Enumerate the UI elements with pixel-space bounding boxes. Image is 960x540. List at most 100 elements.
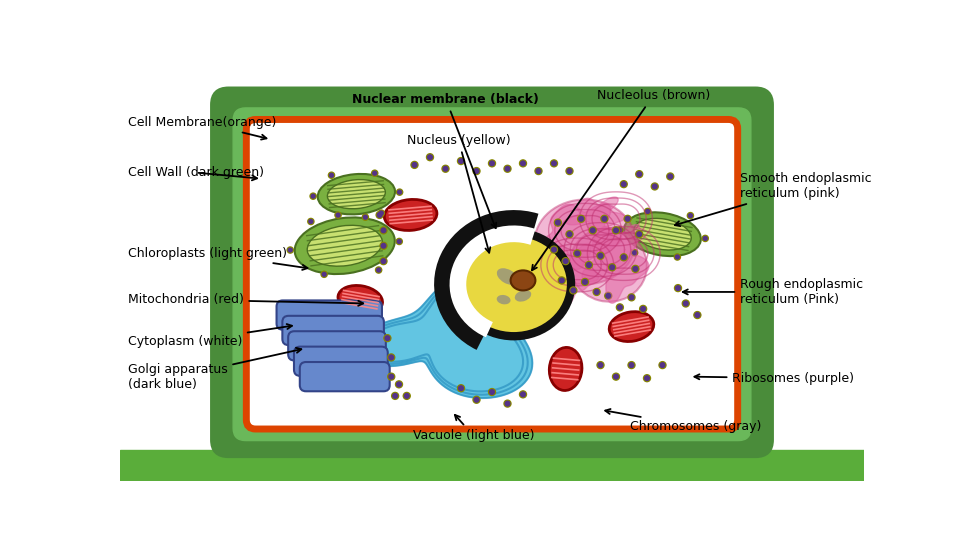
Circle shape xyxy=(504,400,511,407)
Circle shape xyxy=(411,161,418,168)
Circle shape xyxy=(489,160,495,167)
Circle shape xyxy=(606,294,611,298)
Circle shape xyxy=(381,259,386,264)
Circle shape xyxy=(336,213,340,217)
Circle shape xyxy=(321,271,327,278)
Circle shape xyxy=(641,307,645,311)
Text: Ribosomes (purple): Ribosomes (purple) xyxy=(694,372,854,384)
Circle shape xyxy=(550,246,558,253)
Circle shape xyxy=(389,374,394,379)
Circle shape xyxy=(618,228,622,232)
Polygon shape xyxy=(540,204,622,269)
Circle shape xyxy=(537,168,540,173)
Circle shape xyxy=(639,306,647,312)
Circle shape xyxy=(520,161,525,166)
Circle shape xyxy=(597,252,604,259)
Circle shape xyxy=(388,373,395,380)
Text: Chloroplasts (light green): Chloroplasts (light green) xyxy=(128,247,307,270)
Circle shape xyxy=(578,215,585,222)
Circle shape xyxy=(380,227,387,234)
Circle shape xyxy=(687,213,693,219)
Circle shape xyxy=(376,212,383,218)
Circle shape xyxy=(621,182,626,186)
Circle shape xyxy=(704,237,708,240)
Circle shape xyxy=(380,258,387,265)
Circle shape xyxy=(628,362,635,369)
Text: Mitochondria (red): Mitochondria (red) xyxy=(128,293,363,306)
Polygon shape xyxy=(566,197,626,235)
Circle shape xyxy=(702,235,708,241)
Circle shape xyxy=(644,208,651,214)
Circle shape xyxy=(378,210,384,216)
Circle shape xyxy=(629,295,634,300)
Circle shape xyxy=(694,312,701,319)
Circle shape xyxy=(474,168,479,173)
Circle shape xyxy=(598,253,603,258)
Circle shape xyxy=(621,255,626,260)
FancyBboxPatch shape xyxy=(233,108,751,441)
Circle shape xyxy=(458,158,465,165)
Ellipse shape xyxy=(384,199,437,231)
Circle shape xyxy=(586,261,592,268)
Circle shape xyxy=(587,262,591,267)
Circle shape xyxy=(668,174,673,179)
Ellipse shape xyxy=(610,312,654,341)
Text: Nuclear membrane (black): Nuclear membrane (black) xyxy=(352,93,540,228)
Circle shape xyxy=(598,363,603,367)
Circle shape xyxy=(563,258,569,265)
Circle shape xyxy=(328,172,335,178)
Circle shape xyxy=(601,215,608,222)
Circle shape xyxy=(552,161,557,166)
Bar xyxy=(120,450,864,481)
Text: Nucleolus (brown): Nucleolus (brown) xyxy=(532,89,709,271)
Circle shape xyxy=(329,173,333,177)
Circle shape xyxy=(375,267,382,273)
Text: Vacuole (light blue): Vacuole (light blue) xyxy=(413,415,535,442)
Circle shape xyxy=(636,171,643,178)
Circle shape xyxy=(620,254,627,261)
Circle shape xyxy=(550,160,558,167)
Circle shape xyxy=(575,251,580,256)
Polygon shape xyxy=(357,273,533,398)
Circle shape xyxy=(459,159,464,164)
Circle shape xyxy=(473,167,480,174)
Circle shape xyxy=(396,238,402,245)
Circle shape xyxy=(636,231,643,238)
Circle shape xyxy=(594,289,599,294)
Circle shape xyxy=(560,278,564,283)
Circle shape xyxy=(643,375,651,382)
Circle shape xyxy=(612,227,619,234)
Circle shape xyxy=(617,305,622,309)
Circle shape xyxy=(660,363,665,367)
Circle shape xyxy=(403,393,410,400)
Circle shape xyxy=(397,190,401,194)
Ellipse shape xyxy=(307,225,382,266)
Circle shape xyxy=(372,171,376,175)
FancyBboxPatch shape xyxy=(294,347,388,376)
Text: Rough endoplasmic
reticulum (Pink): Rough endoplasmic reticulum (Pink) xyxy=(683,278,863,306)
Circle shape xyxy=(645,376,649,381)
Circle shape xyxy=(676,286,681,291)
Circle shape xyxy=(567,168,572,173)
Circle shape xyxy=(653,184,657,189)
Ellipse shape xyxy=(327,180,385,209)
Circle shape xyxy=(385,336,390,340)
Ellipse shape xyxy=(460,235,568,333)
Circle shape xyxy=(554,219,562,226)
Ellipse shape xyxy=(624,212,701,256)
Circle shape xyxy=(609,264,615,271)
FancyBboxPatch shape xyxy=(288,331,386,361)
Circle shape xyxy=(675,285,682,292)
Circle shape xyxy=(616,304,623,311)
Ellipse shape xyxy=(569,228,647,302)
Circle shape xyxy=(564,259,568,264)
Text: Cell Membrane(orange): Cell Membrane(orange) xyxy=(128,116,276,139)
Circle shape xyxy=(412,163,417,167)
Circle shape xyxy=(384,335,391,342)
Circle shape xyxy=(372,170,378,176)
Ellipse shape xyxy=(511,271,536,291)
Circle shape xyxy=(582,279,588,286)
Circle shape xyxy=(362,214,369,220)
Circle shape xyxy=(620,181,627,187)
Text: Nucleus (yellow): Nucleus (yellow) xyxy=(407,134,511,253)
